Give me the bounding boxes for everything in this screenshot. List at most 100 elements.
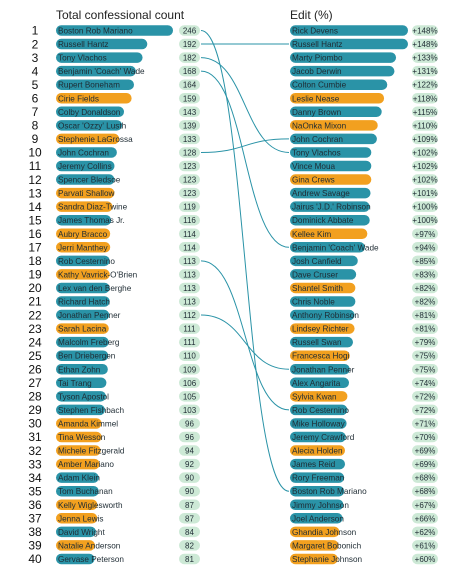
edit-pill: [412, 147, 438, 158]
rank-label: 7: [32, 105, 39, 119]
right-name-label: Russell Hantz: [292, 40, 343, 49]
count-value-label: 94: [185, 447, 194, 456]
right-name-label: Joel Anderson: [292, 514, 344, 523]
count-value-label: 246: [183, 27, 197, 36]
edit-bar: [290, 79, 388, 90]
edit-value-label: +75%: [415, 365, 436, 374]
right-name-label: Rick Devens: [292, 27, 338, 36]
edit-pill: [412, 391, 438, 402]
right-name-label: Jonathan Penner: [292, 365, 355, 374]
count-pill: [179, 282, 200, 294]
rank-label: 33: [28, 457, 42, 471]
count-bar: [56, 445, 101, 456]
chart-row: 19 Kathy Vavrick-O'Brien 113 Dave Cruser +83…: [28, 268, 438, 282]
edit-bar: [290, 174, 372, 185]
chart-row: 22 Jonathan Penner 112 Anthony Robinson +81%: [28, 308, 438, 322]
count-value-label: 113: [183, 284, 196, 293]
rank-label: 2: [32, 37, 39, 51]
edit-pill: [412, 540, 438, 551]
edit-bar: [290, 296, 356, 307]
edit-pill: [412, 336, 438, 348]
left-name-label: John Cochran: [58, 148, 109, 157]
left-name-label: Amber Mariano: [58, 460, 114, 469]
rank-label: 15: [28, 213, 42, 227]
left-name-label: Malcolm Freberg: [58, 338, 120, 347]
edit-value-label: +67%: [415, 501, 436, 510]
count-pill: [179, 242, 200, 253]
count-value-label: 96: [185, 419, 194, 428]
edit-bar: [290, 513, 343, 524]
rank-label: 12: [28, 173, 42, 187]
left-name-label: Sarah Lacina: [58, 325, 107, 334]
left-name-label: Colby Donaldson: [58, 108, 121, 117]
rank-label: 3: [32, 51, 39, 65]
count-value-label: 90: [185, 474, 194, 483]
left-name-label: Tyson Apostol: [58, 392, 109, 401]
edit-pill: [412, 553, 438, 565]
rank-label: 22: [28, 308, 42, 322]
left-name-label: Tony Vlachos: [58, 54, 107, 63]
count-pill: [179, 120, 200, 131]
left-name-label: Gervase Peterson: [58, 555, 124, 564]
connector-line: [200, 30, 290, 492]
count-value-label: 113: [183, 270, 196, 279]
right-name-label: Lindsey Richter: [292, 325, 349, 334]
left-name-label: Oscar 'Ozzy' Lusth: [58, 121, 127, 130]
count-value-label: 90: [185, 487, 194, 496]
right-name-label: Chris Noble: [292, 298, 335, 307]
edit-bar: [290, 418, 347, 429]
left-name-label: Rob Cesternino: [58, 257, 115, 266]
count-pill: [179, 513, 200, 524]
edit-bar: [290, 160, 372, 172]
edit-value-label: +101%: [412, 189, 437, 198]
left-name-label: Kelly Wiglesworth: [58, 501, 123, 510]
count-bar: [56, 120, 123, 131]
chart-row: 20 Lex van den Berghe 113 Shantel Smith +82%: [28, 281, 438, 295]
count-bar: [56, 323, 109, 334]
count-value-label: 113: [183, 257, 196, 266]
count-pill: [179, 499, 200, 510]
rank-label: 8: [32, 119, 39, 133]
count-value-label: 87: [185, 514, 194, 523]
edit-value-label: +75%: [415, 352, 436, 361]
left-name-label: Tom Buchanan: [58, 487, 113, 496]
rank-label: 29: [28, 403, 42, 417]
count-pill: [179, 38, 200, 50]
chart-row: 4 Benjamin 'Coach' Wade 168 Jacob Derwin +13…: [32, 64, 438, 78]
rank-label: 13: [28, 186, 42, 200]
chart-row: 31 Tina Wesson 96 Jeremy Crawford +70%: [28, 430, 438, 444]
count-bar: [56, 526, 96, 538]
edit-value-label: +82%: [415, 298, 436, 307]
rank-label: 28: [28, 390, 42, 404]
right-name-label: Josh Canfield: [292, 257, 342, 266]
count-pill: [179, 25, 200, 36]
connector-line: [200, 138, 290, 153]
left-name-label: Richard Hatch: [58, 298, 110, 307]
edit-value-label: +69%: [415, 447, 436, 456]
edit-bar: [290, 485, 345, 497]
count-bar: [56, 79, 134, 90]
edit-bar: [290, 282, 356, 294]
edit-bar: [290, 147, 372, 158]
count-bar: [56, 472, 99, 483]
right-name-label: Leslie Nease: [292, 94, 340, 103]
rank-label: 10: [28, 146, 42, 160]
count-value-label: 123: [183, 176, 197, 185]
right-name-label: Boston Rob Mariano: [292, 487, 367, 496]
edit-bar: [290, 323, 355, 334]
edit-bar: [290, 431, 346, 443]
left-name-label: Natalie Anderson: [58, 541, 121, 550]
left-name-label: Cirie Fields: [58, 94, 99, 103]
left-name-label: Stephen Fishbach: [58, 406, 124, 415]
count-bar: [56, 269, 110, 280]
rank-label: 37: [28, 512, 42, 526]
count-bar: [56, 38, 148, 50]
count-value-label: 105: [183, 392, 197, 401]
edit-pill: [412, 445, 438, 456]
edit-pill: [412, 93, 438, 104]
edit-bar: [290, 472, 345, 483]
left-name-label: Stephenie LaGrossa: [58, 135, 133, 144]
chart-row: 21 Richard Hatch 113 Chris Noble +82%: [28, 295, 438, 309]
edit-value-label: +94%: [415, 243, 436, 252]
right-name-label: Vince Moua: [292, 162, 336, 171]
